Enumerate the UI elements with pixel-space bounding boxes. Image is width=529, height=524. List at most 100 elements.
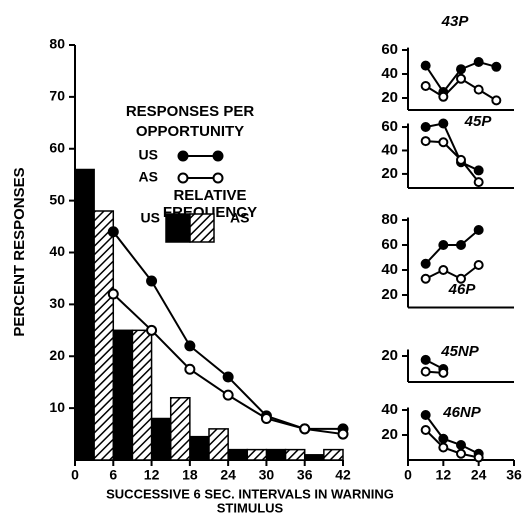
data-point [456, 440, 466, 450]
y-axis-label: PERCENT RESPONSES [11, 167, 28, 336]
legend-label: AS [230, 210, 249, 226]
legend-title: RESPONSES PER [126, 103, 255, 120]
bar [323, 448, 344, 461]
data-line [425, 264, 480, 280]
data-point [473, 57, 484, 67]
bar [227, 448, 249, 461]
x-tick-label: 36 [297, 467, 313, 483]
legend-swatch [189, 213, 215, 243]
data-point [420, 60, 431, 71]
data-point [420, 258, 431, 269]
data-point [473, 225, 484, 235]
data-point [107, 288, 119, 300]
data-point [420, 410, 431, 420]
data-point [456, 73, 466, 84]
data-point [146, 275, 158, 287]
x-tick-label: 0 [71, 467, 79, 483]
panel-title: 45P [464, 113, 493, 130]
y-tick-label: 80 [381, 211, 398, 228]
bar [189, 435, 210, 461]
y-tick-label: 40 [381, 401, 398, 418]
y-tick-label: 60 [381, 41, 398, 58]
data-point [184, 363, 196, 375]
y-tick-label: 20 [49, 347, 65, 363]
data-point [420, 273, 431, 284]
bar [74, 168, 95, 461]
y-tick-label: 70 [49, 88, 65, 104]
x-tick-label: 36 [506, 467, 522, 483]
data-point [456, 240, 466, 250]
data-point [420, 425, 431, 435]
data-point [473, 177, 484, 188]
data-point [420, 136, 431, 147]
data-point [260, 413, 272, 424]
bar [93, 210, 115, 461]
y-tick-label: 40 [381, 141, 398, 158]
y-tick-label: 40 [381, 261, 398, 278]
data-line [425, 122, 480, 172]
legend-label: AS [139, 169, 158, 185]
x-tick-label: 42 [335, 467, 351, 483]
legend-marker [212, 150, 224, 162]
data-point [438, 265, 449, 275]
panel-title: 43P [441, 13, 470, 30]
data-point [107, 226, 119, 238]
x-tick-label: 18 [182, 467, 198, 483]
data-point [438, 118, 449, 129]
data-point [337, 428, 349, 440]
data-point [438, 433, 449, 444]
data-point [473, 452, 484, 463]
data-point [222, 371, 234, 383]
y-tick-label: 50 [49, 191, 65, 207]
x-axis-label: SUCCESSIVE 6 SEC. INTERVALS IN WARNING [106, 486, 394, 501]
y-tick-label: 20 [381, 286, 398, 303]
y-tick-label: 20 [381, 89, 398, 106]
data-point [438, 367, 449, 378]
legend-label: US [139, 147, 158, 163]
y-tick-label: 80 [49, 36, 65, 52]
data-point [491, 95, 502, 106]
bar [284, 448, 306, 461]
panel-title: 46P [448, 281, 477, 298]
legend-marker [177, 150, 189, 162]
x-axis-label: STIMULUS [217, 500, 284, 515]
legend-title: RELATIVE [173, 187, 246, 204]
data-point [420, 122, 431, 133]
data-point [146, 324, 158, 336]
data-line [425, 140, 480, 183]
data-point [456, 273, 466, 284]
data-point [456, 448, 466, 459]
data-point [473, 84, 484, 95]
legend-marker [177, 172, 189, 184]
data-point [299, 423, 311, 435]
panel-title: 45NP [440, 343, 480, 360]
y-tick-label: 20 [381, 347, 398, 364]
y-tick-label: 20 [381, 426, 398, 443]
y-tick-label: 10 [49, 399, 65, 415]
data-point [438, 442, 449, 453]
x-tick-label: 12 [144, 467, 160, 483]
data-point [473, 165, 484, 176]
bar [112, 329, 134, 461]
x-tick-label: 6 [109, 467, 117, 483]
x-tick-label: 24 [220, 467, 236, 483]
data-point [456, 64, 466, 75]
bar [131, 329, 153, 461]
data-point [420, 354, 431, 365]
bar [265, 448, 287, 461]
data-point [420, 366, 431, 377]
bar [169, 397, 191, 461]
y-tick-label: 30 [49, 295, 65, 311]
x-tick-label: 12 [436, 467, 452, 483]
data-point [438, 240, 449, 250]
data-line [424, 414, 480, 455]
data-point [420, 81, 431, 91]
y-tick-label: 60 [49, 139, 65, 155]
legend-title: OPPORTUNITY [136, 123, 244, 140]
legend-label: US [141, 210, 160, 226]
x-tick-label: 30 [259, 467, 275, 483]
panel-title: 46NP [442, 404, 482, 421]
y-tick-label: 20 [381, 165, 398, 182]
y-tick-label: 40 [381, 65, 398, 82]
